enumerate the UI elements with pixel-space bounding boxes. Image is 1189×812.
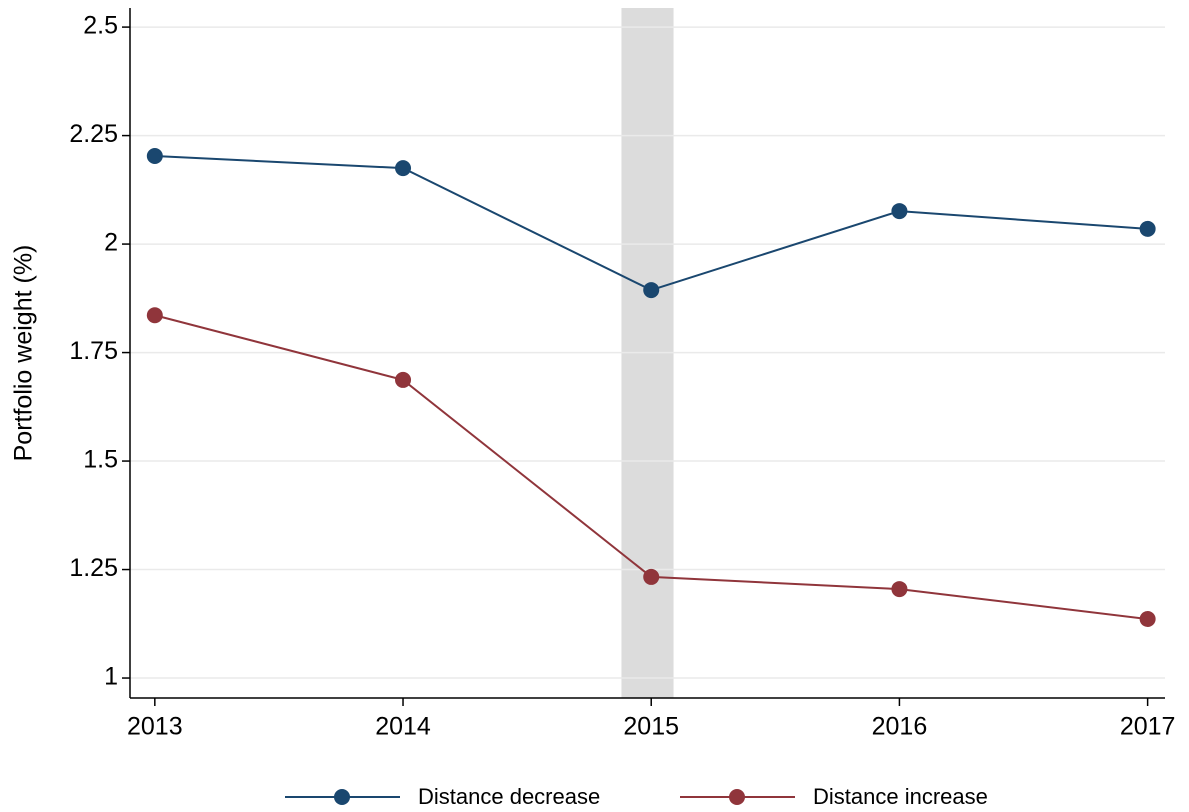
y-tick-label: 1.25: [69, 554, 118, 582]
data-point: [395, 371, 412, 388]
data-point: [891, 203, 908, 220]
legend-label: Distance increase: [813, 784, 988, 809]
x-tick-label: 2014: [375, 713, 431, 741]
y-tick-label: 1.75: [69, 337, 118, 365]
x-tick-label: 2017: [1120, 713, 1176, 741]
data-point: [643, 568, 660, 585]
legend-marker: [334, 789, 350, 805]
y-tick-label: 1.5: [83, 446, 118, 474]
x-tick-label: 2016: [872, 713, 928, 741]
data-point: [1139, 220, 1156, 237]
y-tick-label: 2.25: [69, 120, 118, 148]
x-tick-label: 2013: [127, 713, 183, 741]
data-point: [1139, 611, 1156, 628]
y-tick-label: 1: [104, 663, 118, 691]
data-point: [643, 282, 660, 299]
data-point: [395, 160, 412, 177]
x-tick-label: 2015: [623, 713, 679, 741]
y-axis-label: Portfolio weight (%): [10, 245, 38, 462]
y-tick-label: 2: [104, 229, 118, 257]
data-point: [146, 307, 163, 324]
legend-label: Distance decrease: [418, 784, 600, 809]
legend-marker: [729, 789, 745, 805]
data-point: [891, 581, 908, 598]
y-tick-label: 2.5: [83, 12, 118, 40]
data-point: [146, 147, 163, 164]
